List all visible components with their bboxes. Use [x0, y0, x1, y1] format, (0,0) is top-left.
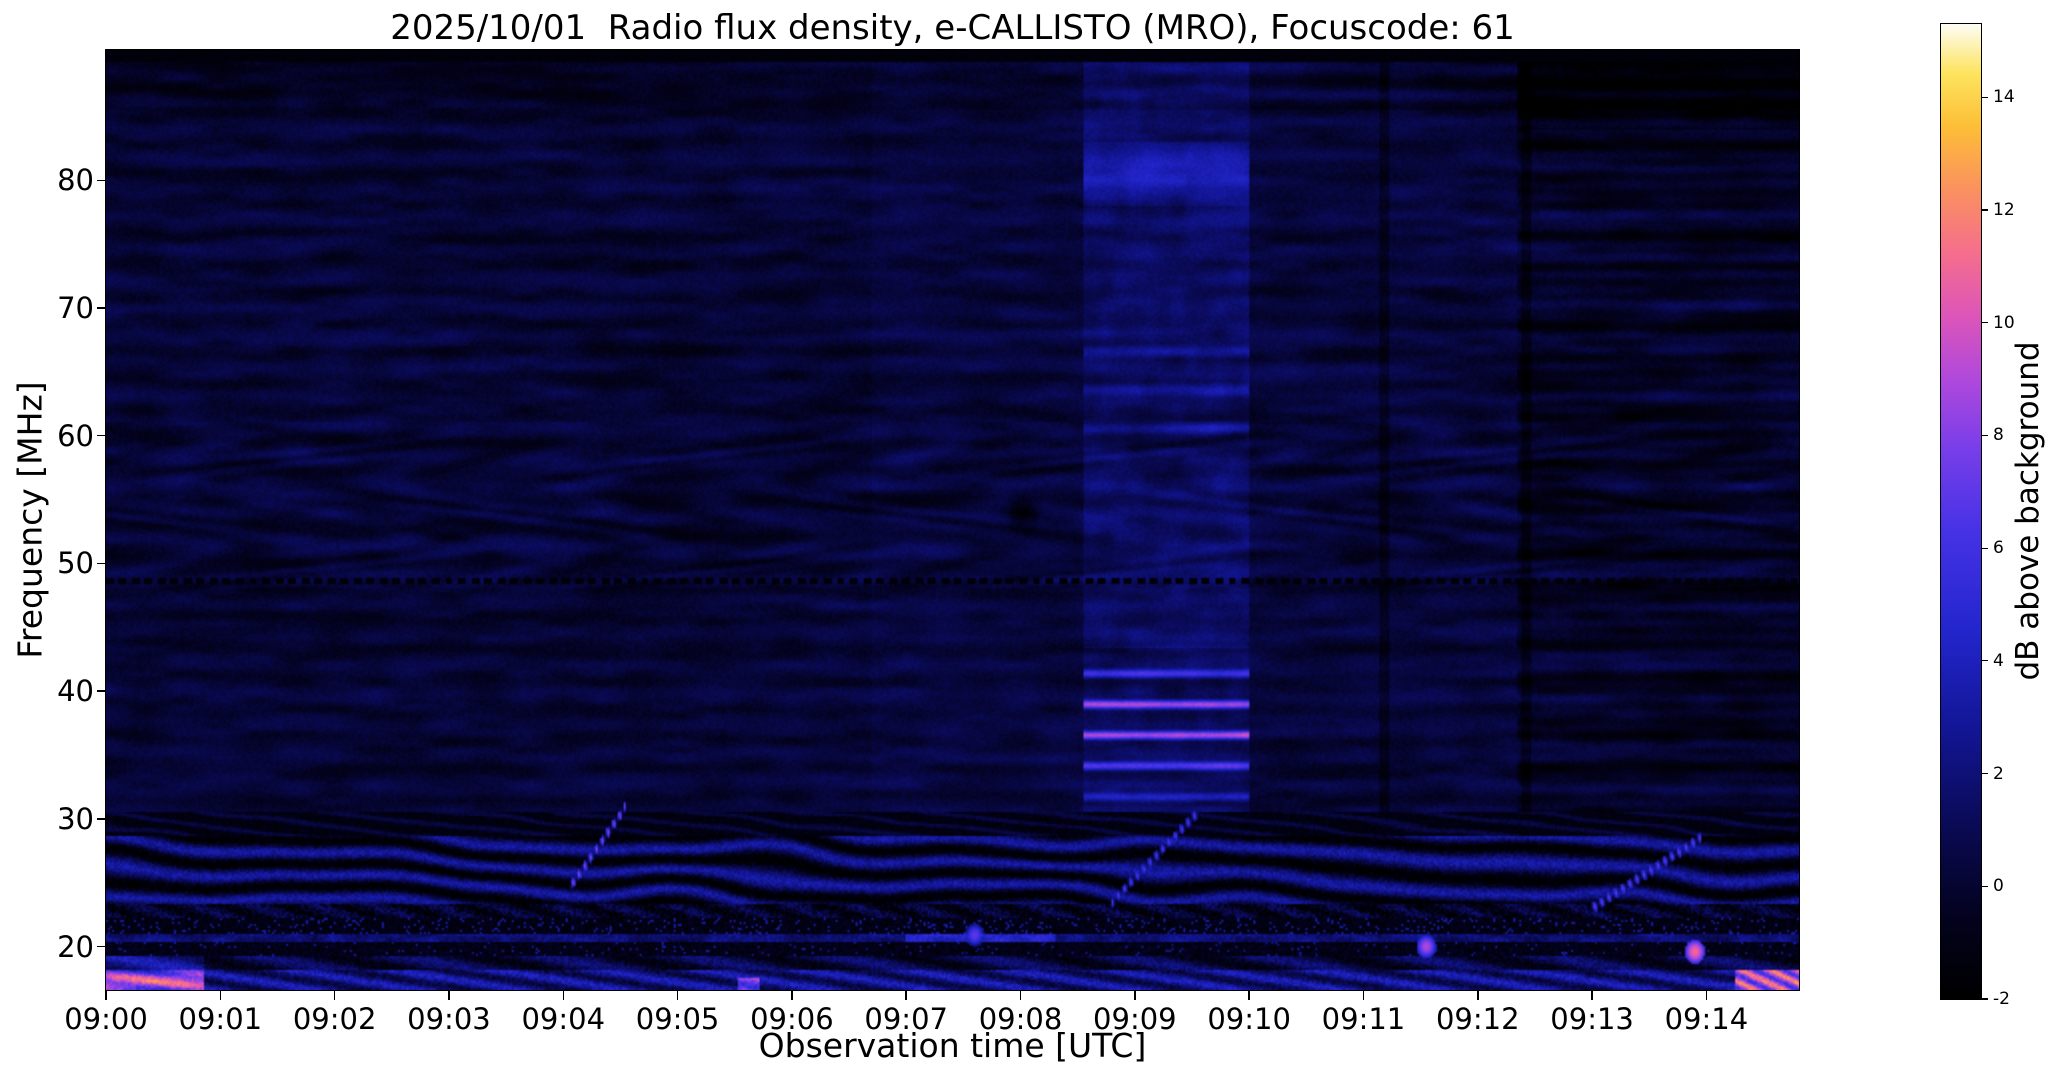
x-tick-label: 09:12: [1435, 1002, 1520, 1036]
colorbar-tick-label: 14: [1993, 87, 2015, 108]
x-tick-label: 09:00: [64, 1002, 148, 1036]
x-tick-label: 09:11: [1321, 1002, 1406, 1036]
spectrogram-canvas: [106, 50, 1799, 990]
y-tick-mark: [97, 434, 106, 437]
x-tick-label: 09:03: [407, 1002, 491, 1036]
colorbar-tick-mark: [1981, 998, 1988, 1000]
colorbar-tick-mark: [1981, 772, 1988, 775]
colorbar-gradient: [1941, 24, 1981, 999]
colorbar-tick-mark: [1981, 96, 1988, 98]
y-tick-mark: [97, 562, 106, 565]
colorbar-tick-mark: [1981, 209, 1988, 211]
colorbar-tick-label: 2: [1993, 763, 2004, 784]
x-tick-mark: [105, 991, 107, 1000]
colorbar-tick-mark: [1981, 660, 1988, 662]
x-tick-label: 09:05: [635, 1002, 720, 1036]
colorbar-tick-label: -2: [1993, 989, 2010, 1009]
x-axis-label: Observation time [UTC]: [758, 1026, 1147, 1065]
colorbar: [1940, 23, 1982, 1000]
y-tick-mark: [97, 945, 106, 948]
y-tick-mark: [97, 690, 106, 692]
x-tick-mark: [333, 991, 336, 1000]
y-tick-mark: [97, 179, 106, 182]
x-tick-label: 09:01: [178, 1002, 263, 1036]
y-tick-label: 40: [57, 674, 94, 709]
colorbar-tick-label: 6: [1993, 538, 2004, 559]
x-tick-label: 09:02: [292, 1002, 377, 1036]
x-tick-mark: [676, 991, 679, 1000]
x-tick-label: 09:14: [1664, 1002, 1749, 1036]
y-tick-label: 20: [57, 929, 94, 964]
colorbar-tick-mark: [1981, 885, 1988, 887]
y-tick-label: 70: [57, 290, 94, 325]
colorbar-tick-label: 10: [1993, 312, 2015, 333]
y-tick-label: 50: [57, 546, 94, 581]
x-tick-mark: [1134, 991, 1136, 1000]
colorbar-label: dB above background: [2010, 341, 2046, 681]
x-tick-label: 09:08: [978, 1002, 1063, 1036]
y-tick-mark: [97, 818, 106, 820]
colorbar-tick-label: 8: [1993, 425, 2004, 446]
x-tick-mark: [905, 991, 907, 1000]
x-tick-mark: [219, 991, 222, 1000]
x-tick-label: 09:04: [521, 1002, 606, 1036]
x-tick-label: 09:13: [1550, 1002, 1634, 1036]
plot-area: [105, 49, 1800, 991]
x-tick-mark: [562, 991, 564, 1000]
colorbar-tick-mark: [1981, 547, 1988, 549]
x-tick-mark: [1248, 991, 1250, 1000]
x-tick-label: 09:07: [864, 1002, 948, 1036]
x-tick-mark: [1591, 991, 1593, 1000]
x-tick-mark: [448, 991, 450, 1000]
y-tick-label: 60: [57, 418, 94, 453]
y-tick-label: 80: [57, 163, 94, 198]
x-tick-mark: [1477, 991, 1479, 1000]
x-tick-label: 09:10: [1207, 1002, 1291, 1036]
x-tick-mark: [1705, 991, 1708, 1000]
x-tick-mark: [1019, 991, 1022, 1000]
x-tick-label: 09:06: [750, 1002, 834, 1036]
chart-title: 2025/10/01 Radio flux density, e-CALLIST…: [390, 8, 1515, 48]
colorbar-tick-label: 4: [1993, 650, 2004, 671]
y-tick-mark: [97, 307, 106, 309]
y-tick-label: 30: [57, 801, 94, 836]
x-tick-mark: [791, 991, 793, 1000]
colorbar-tick-label: 12: [1993, 199, 2015, 220]
x-tick-mark: [1362, 991, 1365, 1000]
colorbar-tick-mark: [1981, 322, 1988, 324]
colorbar-tick-label: 0: [1993, 876, 2004, 897]
x-tick-label: 09:09: [1093, 1002, 1177, 1036]
colorbar-tick-mark: [1981, 434, 1988, 436]
